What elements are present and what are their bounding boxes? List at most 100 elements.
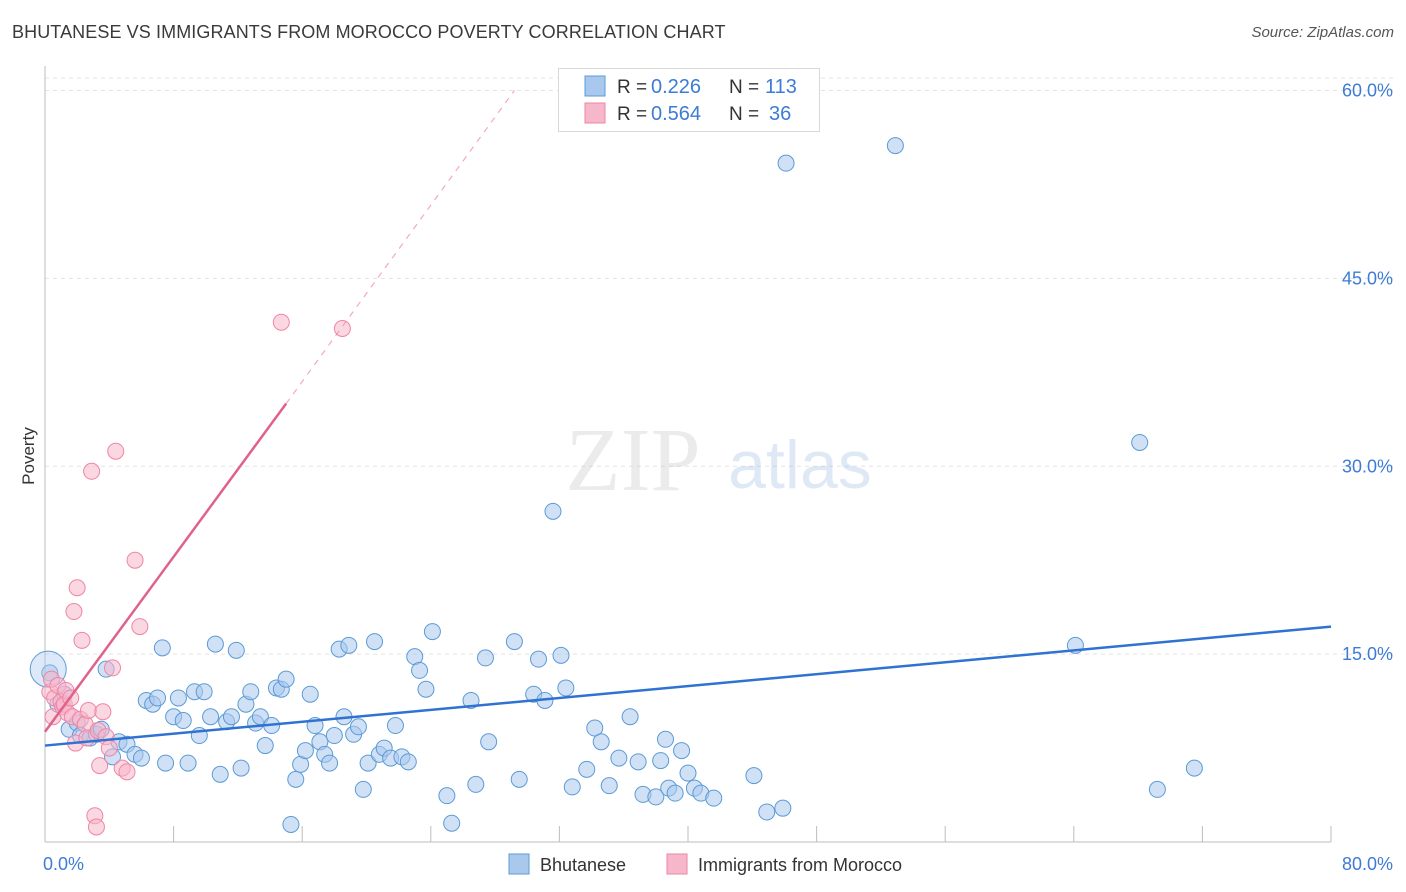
bhutanese-point-57 xyxy=(349,718,367,736)
morocco-point-34 xyxy=(272,313,290,331)
series-legend: Bhutanese Immigrants from Morocco xyxy=(0,852,1406,878)
bhutanese-point-47 xyxy=(301,685,319,703)
bhutanese-point-99 xyxy=(673,742,691,760)
bhutanese-point-31 xyxy=(222,708,240,726)
legend-r-label-1: R = xyxy=(617,77,647,98)
bhutanese-point-110 xyxy=(1131,433,1149,451)
legend-item-bhutanese-swatch xyxy=(508,853,530,875)
legend-n-value-2: 36 xyxy=(769,103,791,125)
legend-n-label-2: N = xyxy=(729,104,759,125)
bhutanese-point-100 xyxy=(679,764,697,782)
legend-swatch-blue xyxy=(584,75,606,97)
bhutanese-point-66 xyxy=(399,753,417,771)
y-tick-label-3: 60.0% xyxy=(1342,81,1393,101)
source-label: Source: ZipAtlas.com xyxy=(1251,24,1394,41)
morocco-point-19 xyxy=(79,701,97,719)
stats-legend: R = 0.226 N = 113 R = 0.564 N = 36 xyxy=(558,68,820,132)
morocco-point-24 xyxy=(91,757,109,775)
bhutanese-point-92 xyxy=(629,753,647,771)
morocco-point-28 xyxy=(104,659,122,677)
x-tick-label-0: 0.0% xyxy=(43,854,84,874)
bhutanese-point-78 xyxy=(510,770,528,788)
morocco-trend-extension xyxy=(285,90,515,404)
bhutanese-point-90 xyxy=(610,749,628,767)
bhutanese-point-22 xyxy=(174,712,192,730)
y-tick-labels: 15.0% 30.0% 45.0% 60.0% xyxy=(1342,81,1393,665)
axes xyxy=(44,66,1332,843)
bhutanese-point-111 xyxy=(1148,780,1166,798)
bhutanese-point-89 xyxy=(600,777,618,795)
bhutanese-point-35 xyxy=(242,683,260,701)
bhutanese-point-32 xyxy=(227,641,245,659)
bhutanese-point-51 xyxy=(321,754,339,772)
watermark: ZIP atlas xyxy=(566,411,872,510)
bhutanese-point-55 xyxy=(340,636,358,654)
bhutanese-point-52 xyxy=(325,727,343,745)
bhutanese-point-70 xyxy=(423,623,441,641)
bhutanese-trend-line xyxy=(44,625,1332,747)
bhutanese-point-28 xyxy=(206,635,224,653)
legend-item-morocco-swatch xyxy=(666,853,688,875)
morocco-point-29 xyxy=(107,442,125,460)
bhutanese-point-17 xyxy=(149,689,167,707)
bhutanese-point-98 xyxy=(666,784,684,802)
morocco-point-16 xyxy=(73,631,91,649)
bhutanese-point-72 xyxy=(443,814,461,832)
x-tick-labels: 0.0% 80.0% xyxy=(43,854,1393,874)
morocco-point-25 xyxy=(94,703,112,721)
bhutanese-point-95 xyxy=(652,752,670,770)
y-axis-label: Poverty xyxy=(19,427,38,485)
legend-r-value-1: 0.226 xyxy=(651,76,701,98)
bhutanese-point-103 xyxy=(705,789,723,807)
morocco-point-32 xyxy=(126,551,144,569)
trend-lines xyxy=(43,90,1332,747)
y-tick-label-0: 15.0% xyxy=(1342,644,1393,664)
bhutanese-point-87 xyxy=(586,719,604,737)
bhutanese-point-60 xyxy=(366,633,384,651)
y-tick-label-1: 30.0% xyxy=(1342,456,1393,476)
bhutanese-point-27 xyxy=(202,708,220,726)
y-tick-label-2: 45.0% xyxy=(1342,268,1393,288)
bhutanese-point-86 xyxy=(578,760,596,778)
legend-r-value-2: 0.564 xyxy=(651,103,701,125)
bhutanese-point-76 xyxy=(480,733,498,751)
morocco-point-12 xyxy=(65,603,83,621)
bhutanese-point-84 xyxy=(557,679,575,697)
bhutanese-point-104 xyxy=(745,767,763,785)
bhutanese-point-75 xyxy=(476,649,494,667)
morocco-point-20 xyxy=(83,462,101,480)
gridlines xyxy=(45,77,1395,655)
bhutanese-point-44 xyxy=(287,770,305,788)
legend-n-label-1: N = xyxy=(729,77,759,98)
bhutanese-point-33 xyxy=(232,759,250,777)
bhutanese-point-38 xyxy=(256,737,274,755)
chart-title: BHUTANESE VS IMMIGRANTS FROM MOROCCO POV… xyxy=(12,22,726,42)
morocco-point-27 xyxy=(100,739,118,757)
legend-swatch-pink xyxy=(584,102,606,124)
watermark-atlas: atlas xyxy=(728,427,872,503)
bhutanese-point-69 xyxy=(417,680,435,698)
bhutanese-point-26 xyxy=(195,683,213,701)
bhutanese-point-108 xyxy=(886,137,904,155)
bhutanese-point-46 xyxy=(296,742,314,760)
bhutanese-point-94 xyxy=(647,788,665,806)
morocco-trend-line xyxy=(43,402,288,733)
legend-n-value-1: 113 xyxy=(765,76,797,98)
bhutanese-point-42 xyxy=(277,670,295,688)
bhutanese-point-112 xyxy=(1185,759,1203,777)
bhutanese-point-85 xyxy=(563,778,581,796)
legend-item-bhutanese: Bhutanese xyxy=(540,855,626,875)
bhutanese-point-96 xyxy=(656,730,674,748)
bhutanese-point-64 xyxy=(386,717,404,735)
morocco-point-22 xyxy=(87,818,105,836)
bhutanese-point-58 xyxy=(354,780,372,798)
bhutanese-point-80 xyxy=(530,650,548,668)
bhutanese-point-74 xyxy=(467,775,485,793)
bhutanese-point-14 xyxy=(132,749,150,767)
bhutanese-point-91 xyxy=(621,708,639,726)
bhutanese-point-71 xyxy=(438,787,456,805)
bhutanese-point-18 xyxy=(153,639,171,657)
legend-r-label-2: R = xyxy=(617,104,647,125)
bhutanese-point-21 xyxy=(169,689,187,707)
